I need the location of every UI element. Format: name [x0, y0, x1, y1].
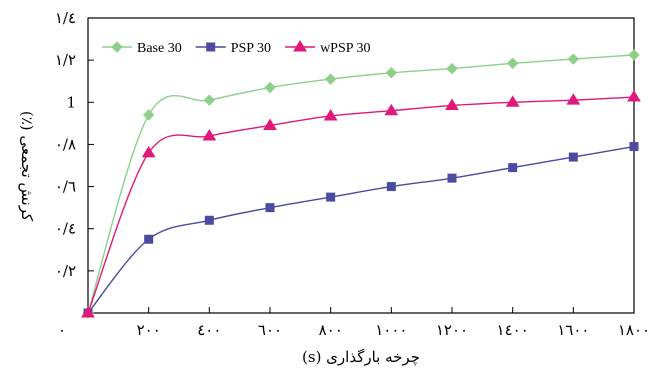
data-point	[326, 192, 336, 202]
y-tick-label: 1	[66, 93, 76, 111]
series-base-30	[82, 49, 640, 319]
series-layer	[81, 49, 641, 319]
data-point	[627, 90, 641, 102]
data-point	[81, 306, 95, 318]
x-tick-label: ١٦٠٠	[557, 321, 589, 339]
x-tick-label: ١٤٠٠	[497, 321, 529, 339]
y-tick-label: ١/٢	[55, 51, 76, 69]
data-point	[144, 234, 154, 244]
x-tick-label: ٢٠٠	[137, 321, 161, 339]
y-tick-label: ٠/٨	[55, 135, 76, 153]
legend-label: wPSP 30	[320, 41, 370, 56]
data-point	[629, 142, 639, 152]
legend-marker	[206, 42, 216, 52]
x-tick-label: ٤٠٠	[197, 321, 221, 339]
axis-ticks: ٠/٢ ٠/٤ ٠/٦ ٠/٨ 1 ١/٢ ١/٤ ٠ ٢٠٠ ٤٠٠ ٦٠٠ ٨٠٠ ١٠٠٠ ١٢٠٠…	[55, 9, 650, 339]
series-line	[87, 54, 635, 314]
data-point	[324, 73, 337, 85]
legend-label: Base 30	[137, 41, 182, 56]
x-tick-label: ١٠٠٠	[375, 321, 407, 339]
data-point	[566, 93, 581, 105]
data-point	[445, 98, 459, 110]
data-point	[142, 109, 155, 121]
data-point	[568, 152, 578, 162]
series-wpsp-30	[81, 90, 641, 318]
data-point	[203, 94, 216, 106]
data-point	[263, 118, 277, 130]
y-tick-label: ٠/٢	[55, 262, 76, 280]
data-point	[446, 62, 458, 75]
data-point	[506, 57, 519, 70]
data-point	[204, 215, 214, 225]
series-psp-30	[83, 142, 639, 318]
plot-area	[87, 17, 635, 314]
data-point	[505, 95, 520, 107]
legend-marker	[293, 40, 307, 52]
y-tick-label: ٠/٤	[55, 220, 76, 238]
legend-marker	[111, 41, 123, 53]
series-line	[87, 145, 635, 314]
legend-item: Base 30	[102, 41, 182, 56]
x-tick-label: ١٢٠٠	[436, 321, 468, 339]
x-tick-label: ٠	[58, 321, 66, 339]
data-point	[628, 49, 640, 61]
data-point	[447, 173, 457, 183]
legend-item: PSP 30	[195, 41, 271, 56]
data-point	[323, 109, 338, 121]
legend-label: PSP 30	[231, 41, 271, 56]
legend-item: wPSP 30	[285, 40, 371, 56]
data-point	[264, 81, 276, 94]
y-tick-label: ٠/٦	[55, 178, 76, 196]
x-axis-title: چرخه بارگذاری (s)	[302, 348, 420, 366]
data-point	[202, 129, 217, 141]
data-point	[141, 145, 156, 158]
data-point	[508, 163, 518, 173]
data-point	[265, 203, 275, 213]
y-axis-title: کرنش تجمعی (٪)	[18, 111, 36, 222]
data-point	[386, 182, 396, 192]
x-tick-label: ١٨٠٠	[618, 321, 650, 339]
series-line	[87, 96, 635, 314]
y-tick-label: ١/٤	[55, 9, 76, 27]
x-tick-label: ٨٠٠	[319, 321, 343, 339]
x-tick-label: ٦٠٠	[258, 321, 282, 339]
data-point	[384, 103, 399, 116]
legend: Base 30 PSP 30 wPSP 30	[102, 40, 371, 56]
data-point	[385, 67, 398, 79]
data-point	[567, 53, 580, 65]
